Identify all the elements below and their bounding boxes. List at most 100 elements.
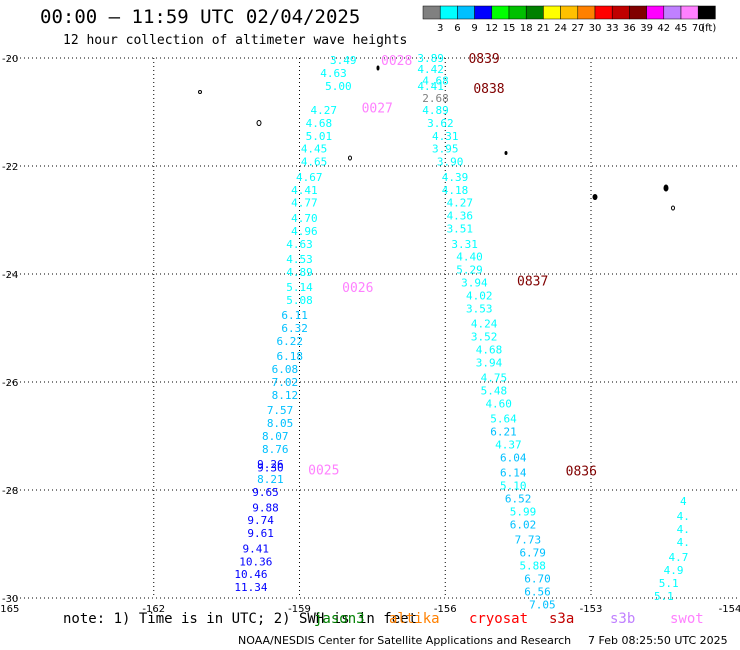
sat-swot: swot — [670, 611, 704, 627]
data-point-label: 4.45 — [301, 143, 328, 156]
colorbar-swatch — [560, 5, 579, 20]
data-point-label: 5.00 — [325, 80, 352, 93]
data-point-label: 11.34 — [234, 581, 267, 594]
footer-note: note: 1) Time is in UTC; 2) SWH is in fe… — [63, 611, 418, 627]
data-point-label: 6.08 — [272, 363, 299, 376]
colorbar-tick-label: 70 — [692, 23, 705, 34]
data-point-label: 6.21 — [490, 426, 517, 439]
data-point-label: 8.76 — [262, 443, 289, 456]
data-point-label: 6.14 — [500, 467, 527, 480]
x-tick-label: -162 — [142, 604, 165, 615]
colorbar-tick-label: 45 — [675, 23, 688, 34]
credit-text: NOAA/NESDIS Center for Satellite Applica… — [238, 634, 572, 647]
island-marker — [256, 120, 262, 126]
colorbar-tick-label: 21 — [537, 23, 550, 34]
colorbar-tick-label: 6 — [454, 23, 460, 34]
data-point-label: 9.61 — [247, 527, 274, 540]
y-tick-label: -28 — [2, 486, 18, 497]
data-point-label: 6.70 — [524, 573, 551, 586]
data-point-label: 8.21 — [257, 473, 284, 486]
x-tick-label: -165 — [0, 604, 19, 615]
data-point-label: 5.1 — [654, 590, 674, 603]
data-point-label: 9.74 — [247, 514, 274, 527]
y-tick-label: -20 — [2, 54, 18, 65]
data-point-label: 4.77 — [291, 197, 318, 210]
data-point-label: 4. — [677, 523, 690, 536]
y-tick-label: -26 — [2, 378, 18, 389]
colorbar-swatch — [646, 5, 665, 20]
colorbar-swatch — [611, 5, 630, 20]
chart-title: 00:00 – 11:59 UTC 02/04/2025 — [40, 6, 361, 28]
data-point-label: 7.05 — [529, 598, 556, 611]
data-point-label: 4.41 — [291, 184, 318, 197]
colorbar-swatch — [491, 5, 510, 20]
data-point-label: 7.02 — [272, 376, 299, 389]
data-point-label: 4.18 — [442, 184, 469, 197]
colorbar-swatch — [594, 5, 613, 20]
data-point-label: 3.89 — [417, 52, 444, 65]
data-point-label: 4.96 — [291, 225, 318, 238]
colorbar-tick-label: 27 — [571, 23, 584, 34]
data-point-label: 2.68 — [422, 92, 449, 105]
colorbar-tick-label: 39 — [640, 23, 653, 34]
sat-label: s3a — [549, 611, 575, 627]
island-marker — [348, 155, 352, 161]
data-point-label: 4.40 — [456, 251, 483, 264]
colorbar-swatch — [663, 5, 682, 20]
data-point-label: 4.27 — [311, 104, 338, 117]
data-point-label: 4.27 — [447, 197, 474, 210]
colorbar-swatch — [422, 5, 441, 20]
sat-s3b: s3b — [610, 611, 635, 627]
island-marker — [663, 184, 669, 192]
x-tick-label: -153 — [580, 604, 603, 615]
colorbar-swatch — [629, 5, 647, 20]
data-point-label: 4.70 — [291, 212, 318, 225]
data-point-label: 9.65 — [252, 486, 279, 499]
sat-s3a: s3a — [549, 611, 574, 627]
data-point-label: 4.89 — [286, 266, 313, 279]
colorbar: 3 6 9 12 15 18 21 24 27 30 33 36 39 42 45 70(ft) — [422, 5, 716, 34]
data-point-label: 10.36 — [239, 555, 272, 568]
colorbar-tick-label: 30 — [589, 23, 602, 34]
chart-subtitle: 12 hour collection of altimeter wave hei… — [63, 33, 408, 48]
data-point-label: 5.29 — [456, 264, 483, 277]
y-tick-label: -24 — [2, 270, 18, 281]
data-point-label: 3.31 — [451, 238, 478, 251]
data-point-label: 5.14 — [286, 281, 313, 294]
sat-label: jason3 — [314, 611, 365, 627]
colorbar-swatch — [525, 5, 544, 20]
colorbar-tick-label: 36 — [623, 23, 636, 34]
colorbar-swatch — [457, 5, 475, 20]
data-point-label: 3.49 — [330, 54, 357, 67]
data-point-label: 4.53 — [286, 253, 313, 266]
colorbar-unit: (ft) — [701, 23, 716, 34]
y-tick-label: -22 — [2, 162, 18, 173]
data-point-label: 4.42 — [417, 63, 444, 76]
time-label: 0836 — [566, 465, 597, 480]
time-label: 0837 — [517, 274, 548, 289]
y-tick-label: -30 — [2, 594, 18, 605]
colorbar-swatch — [508, 5, 527, 20]
data-point-label: 8.07 — [262, 430, 289, 443]
colorbar-tick-label: 42 — [657, 23, 670, 34]
data-point-label: 4.41 — [417, 80, 444, 93]
data-point-label: 4. — [677, 510, 690, 523]
data-point-label: 8.05 — [267, 417, 294, 430]
data-point-label: 8.12 — [272, 389, 299, 402]
data-point-label: 5.08 — [286, 294, 313, 307]
grid-lines — [8, 57, 740, 599]
data-point-label: 3.52 — [471, 331, 498, 344]
island-outlines — [198, 65, 675, 211]
data-point-label: 3.62 — [427, 117, 454, 130]
data-point-label: 5.48 — [481, 385, 508, 398]
data-point-label: 4.68 — [476, 344, 503, 357]
generated-timestamp: 7 Feb 08:25:50 UTC 2025 — [588, 634, 728, 647]
colorbar-tick-label: 33 — [606, 23, 619, 34]
colorbar-tick-label: 15 — [503, 23, 516, 34]
data-point-label: 3.95 — [432, 143, 459, 156]
data-point-label: 4.68 — [422, 75, 449, 88]
data-point-label: 4.39 — [442, 171, 469, 184]
data-point-label: 4.37 — [495, 439, 522, 452]
colorbar-tick-label: 12 — [485, 23, 498, 34]
data-point-label: 3.94 — [476, 357, 503, 370]
